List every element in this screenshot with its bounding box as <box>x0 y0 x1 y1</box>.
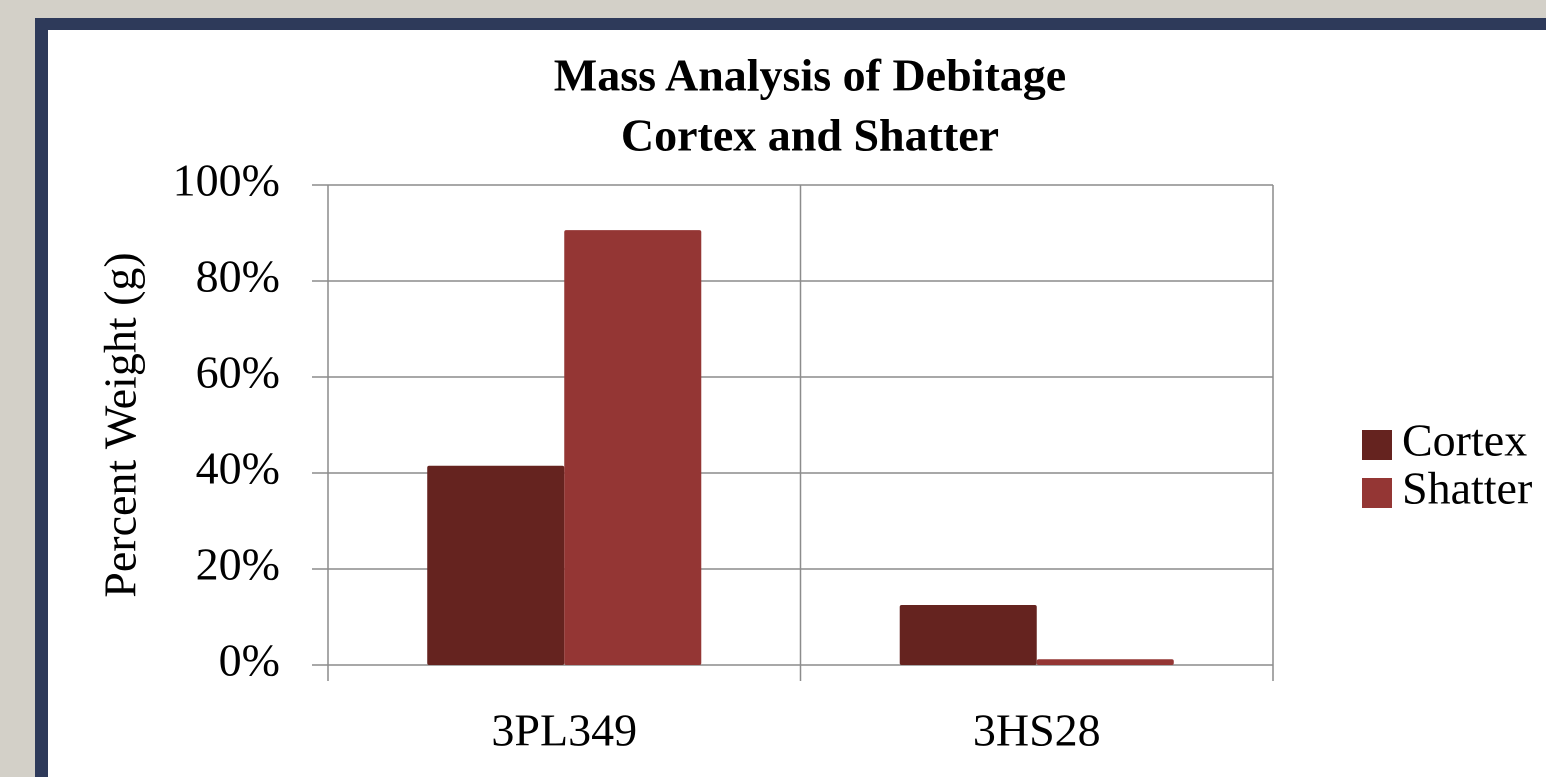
y-tick-label: 100% <box>173 155 280 206</box>
y-tick-label: 0% <box>219 635 280 686</box>
legend-swatch <box>1362 478 1392 508</box>
bar <box>564 230 702 665</box>
chart-title: Cortex and Shatter <box>621 110 999 161</box>
bar <box>427 465 565 665</box>
x-tick-label: 3HS28 <box>973 705 1101 756</box>
x-tick-label: 3PL349 <box>491 705 637 756</box>
y-tick-label: 20% <box>196 539 280 590</box>
y-tick-label: 80% <box>196 251 280 302</box>
y-tick-label: 40% <box>196 443 280 494</box>
bar <box>1036 659 1174 665</box>
legend-label: Cortex <box>1402 415 1527 466</box>
legend-label: Shatter <box>1402 463 1532 514</box>
chart-title: Mass Analysis of Debitage <box>554 50 1066 101</box>
y-tick-label: 60% <box>196 347 280 398</box>
chart-area <box>48 30 1546 777</box>
legend-swatch <box>1362 430 1392 460</box>
bar <box>899 605 1037 665</box>
y-axis-label: Percent Weight (g) <box>95 252 146 597</box>
